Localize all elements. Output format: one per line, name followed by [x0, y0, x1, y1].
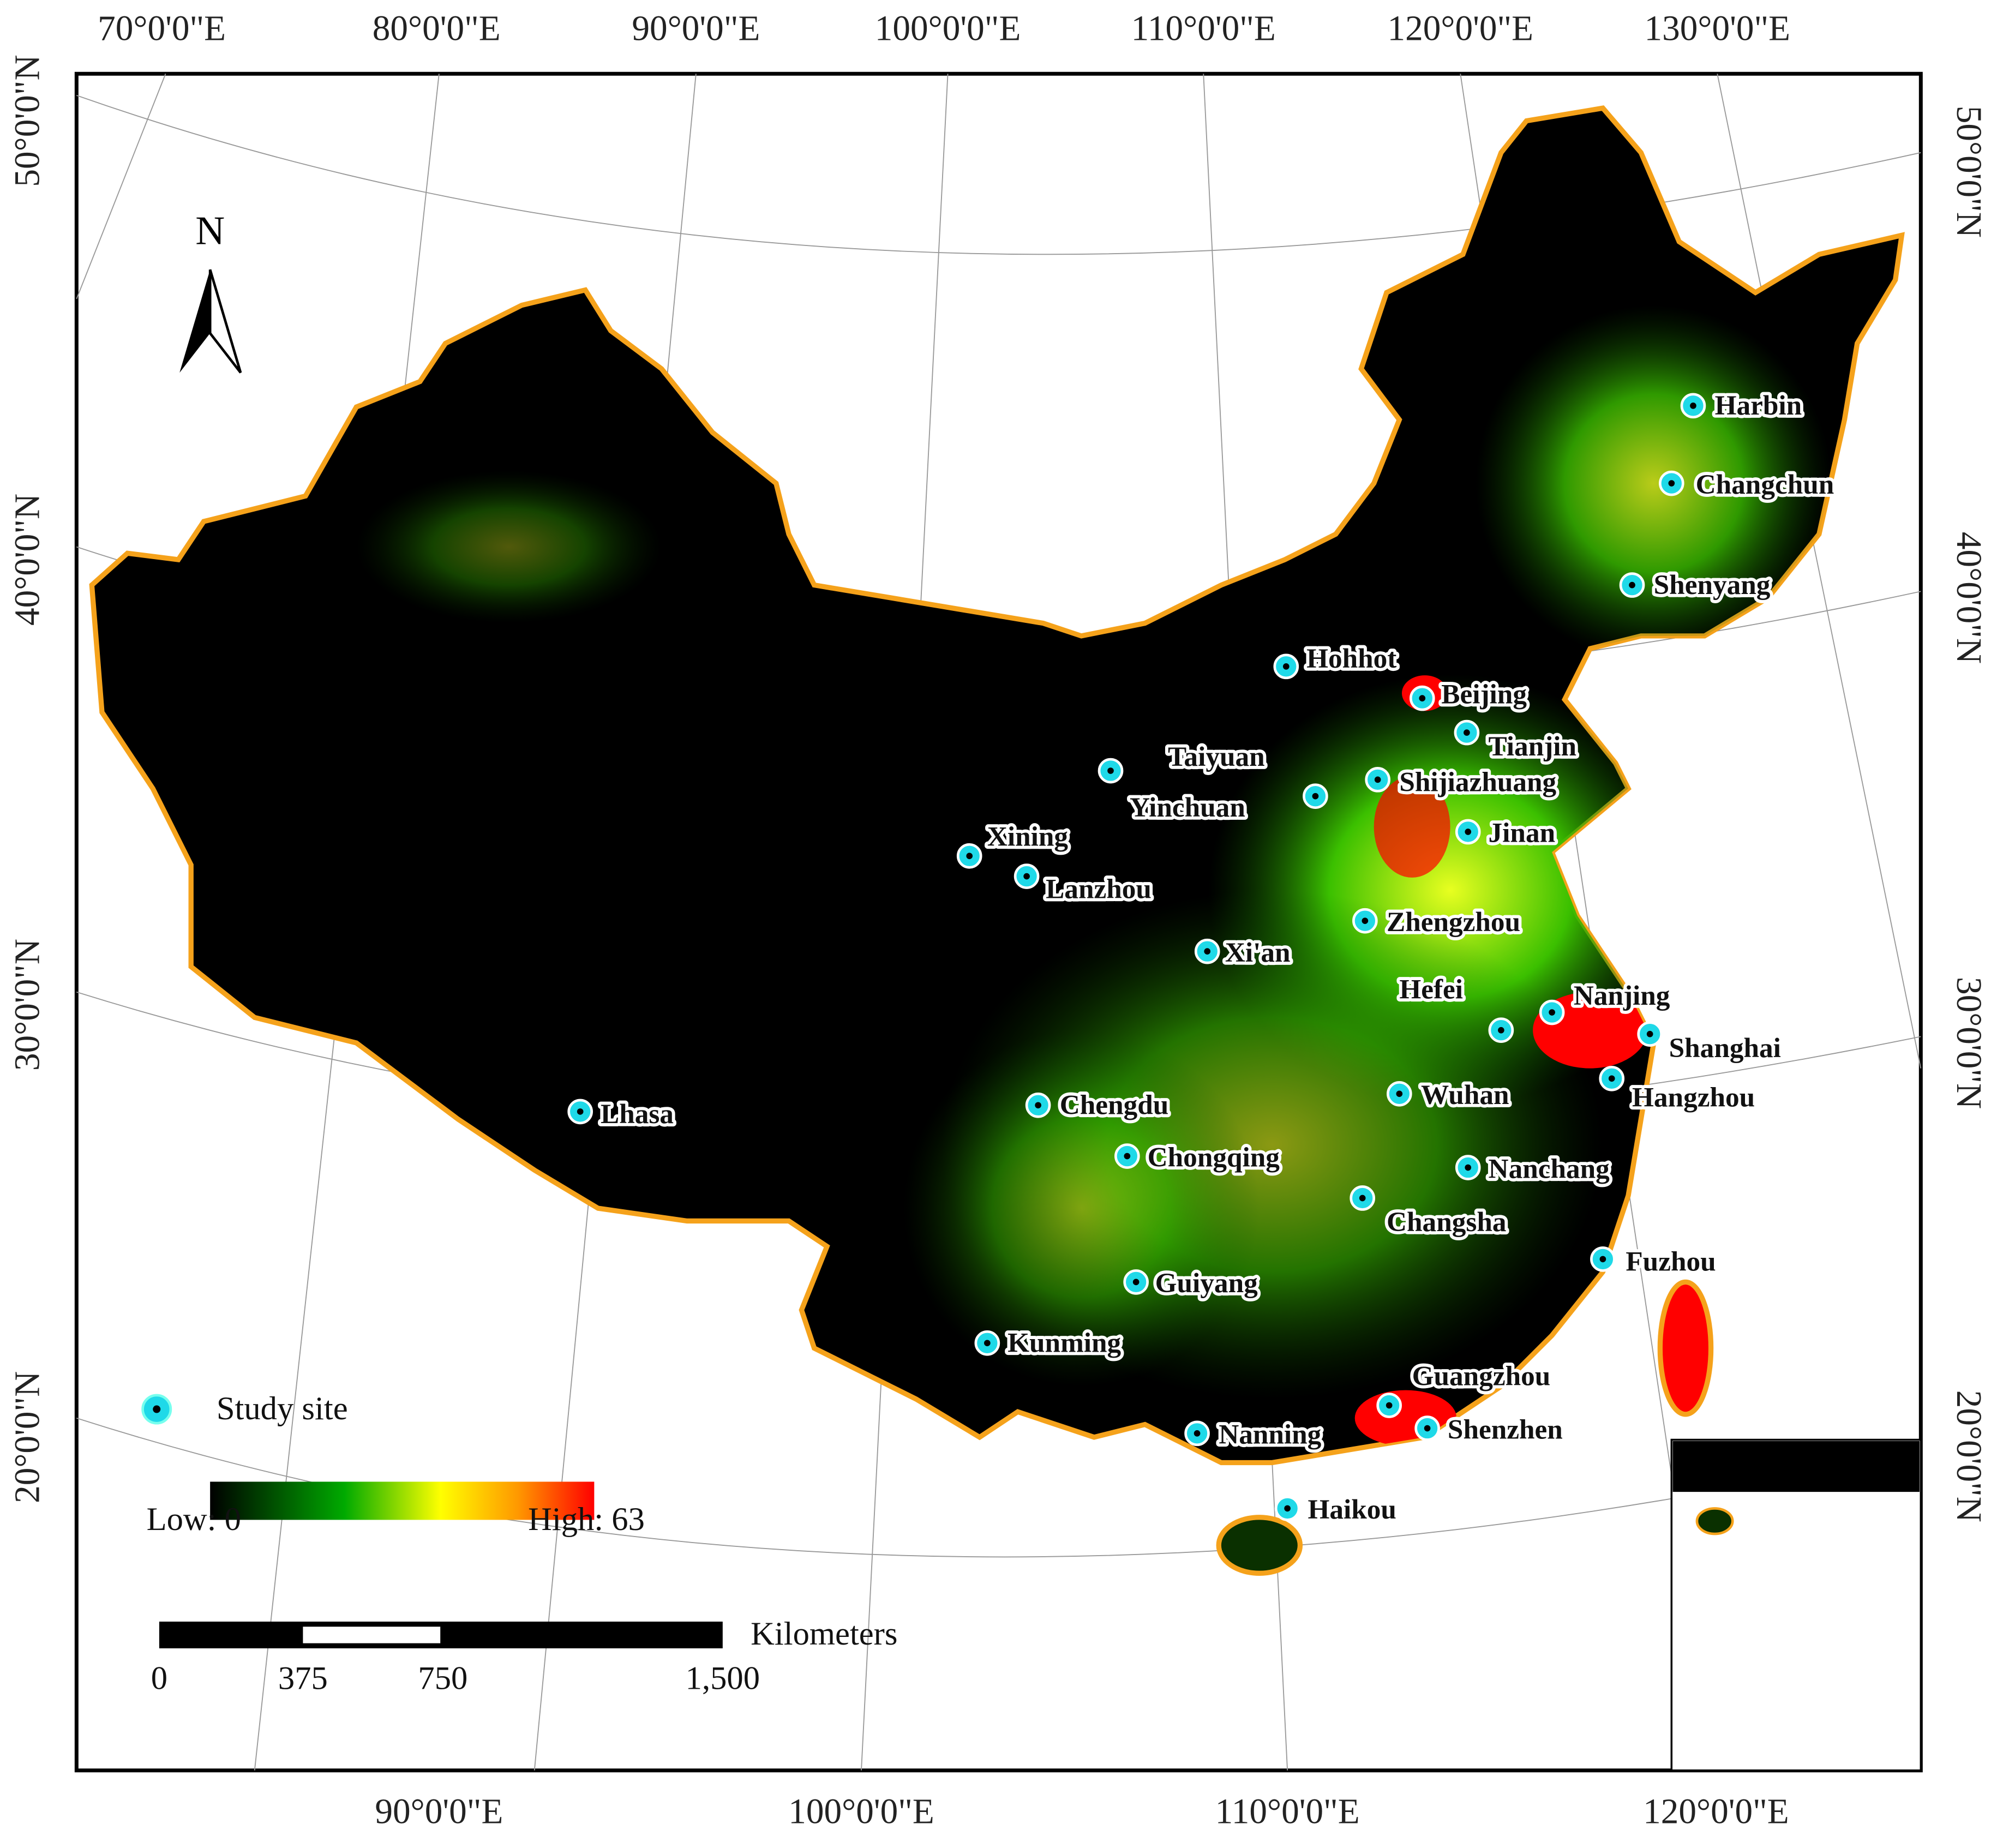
- city-label: Nanning: [1219, 1419, 1321, 1450]
- study-site-center: [1599, 1256, 1606, 1263]
- study-site-center: [1204, 948, 1211, 955]
- study-site-center: [1608, 1075, 1615, 1082]
- city-label: Yinchuan: [1130, 792, 1245, 823]
- legend-high: High: 63: [528, 1501, 645, 1538]
- legend-study-site: Study site: [217, 1390, 348, 1427]
- study-site-center: [1629, 581, 1635, 589]
- top-lon-label: 130°0'0"E: [1644, 9, 1790, 48]
- city-label: Zhengzhou: [1387, 907, 1520, 938]
- study-site-center: [1035, 1102, 1041, 1109]
- city-label: Nanchang: [1489, 1153, 1610, 1184]
- city-label: Chengdu: [1060, 1090, 1169, 1121]
- city-label: Guiyang: [1155, 1268, 1258, 1299]
- city-label: Shenyang: [1654, 569, 1771, 601]
- scale-tick-label: 0: [151, 1660, 167, 1696]
- scale-unit: Kilometers: [751, 1616, 897, 1652]
- city-label: Hangzhou: [1632, 1082, 1755, 1113]
- right-lat-label: 20°0'0"N: [1949, 1390, 1988, 1522]
- top-lon-label: 120°0'0"E: [1387, 9, 1533, 48]
- study-site-center: [1124, 1153, 1131, 1160]
- left-lat-label: 40°0'0"N: [8, 494, 47, 626]
- top-lon-label: 90°0'0"E: [632, 9, 760, 48]
- study-site-center: [1668, 480, 1675, 487]
- study-site-center: [1282, 663, 1290, 670]
- top-lon-label: 110°0'0"E: [1131, 9, 1276, 48]
- city-label: Shanghai: [1669, 1033, 1781, 1064]
- north-label: N: [195, 209, 225, 254]
- city-label: Nanjing: [1574, 980, 1670, 1011]
- study-site-center: [1362, 917, 1369, 924]
- city-label: Kunming: [1008, 1328, 1121, 1359]
- study-site-center: [1646, 1030, 1653, 1037]
- study-site-center: [1424, 1425, 1431, 1432]
- city-label: Xining: [987, 821, 1069, 853]
- hainan: [1216, 1515, 1303, 1576]
- city-label: Tianjin: [1489, 731, 1577, 762]
- city-label: Shijiazhuang: [1399, 766, 1556, 797]
- study-site-center: [1194, 1430, 1201, 1437]
- study-site-center: [1284, 1505, 1291, 1512]
- city-label: Changsha: [1387, 1207, 1506, 1238]
- study-site-center: [1374, 776, 1381, 783]
- legend-low: Low: 0: [147, 1501, 241, 1538]
- study-site-center: [1419, 695, 1426, 701]
- city-label: Harbin: [1715, 390, 1802, 421]
- top-lon-label: 100°0'0"E: [875, 9, 1021, 48]
- study-site-center: [1386, 1402, 1393, 1409]
- study-site-center: [1498, 1027, 1504, 1034]
- left-lat-label: 50°0'0"N: [8, 55, 47, 187]
- city-label: Chongqing: [1148, 1142, 1280, 1173]
- study-site-center: [1132, 1279, 1140, 1286]
- city-label: Wuhan: [1421, 1079, 1509, 1111]
- city-label: Hefei: [1399, 974, 1463, 1005]
- city-label: Beijing: [1441, 679, 1527, 710]
- city-label: Shenzhen: [1448, 1414, 1563, 1445]
- taiwan: [1657, 1279, 1714, 1417]
- study-site-center: [1549, 1009, 1555, 1016]
- bottom-lon-label: 120°0'0"E: [1643, 1792, 1789, 1831]
- study-site-center: [984, 1340, 991, 1347]
- left-lat-label: 20°0'0"N: [8, 1371, 47, 1503]
- right-lat-label: 30°0'0"N: [1949, 977, 1988, 1109]
- city-label: Haikou: [1308, 1494, 1396, 1525]
- study-site-center: [1690, 402, 1696, 409]
- study-site-center: [1107, 767, 1114, 774]
- city-label: Taiyuan: [1168, 741, 1265, 772]
- right-lat-label: 50°0'0"N: [1949, 106, 1988, 238]
- light-intensity: [356, 305, 1832, 1447]
- study-site-center: [1396, 1090, 1403, 1097]
- bottom-lon-label: 110°0'0"E: [1215, 1792, 1360, 1831]
- study-site-center: [1465, 829, 1472, 835]
- city-label: Lanzhou: [1046, 873, 1152, 904]
- study-site-center: [1023, 873, 1030, 880]
- study-site-center: [966, 853, 973, 860]
- city-label: Changchun: [1696, 469, 1834, 500]
- city-label: Hohhot: [1306, 643, 1396, 674]
- city-label: Fuzhou: [1626, 1246, 1716, 1277]
- scale-bar: Kilometers: [159, 1616, 897, 1652]
- north-arrow: N: [179, 209, 242, 374]
- study-site-center: [1464, 729, 1470, 736]
- city-label: Xi'an: [1225, 937, 1291, 968]
- scale-tick-label: 750: [418, 1660, 467, 1696]
- legend: Study site Low: 0 High: 63: [141, 1390, 645, 1538]
- color-ramp: [210, 1481, 595, 1520]
- top-lon-label: 80°0'0"E: [373, 9, 501, 48]
- study-site-center: [1359, 1195, 1366, 1202]
- city-label: Jinan: [1489, 818, 1556, 849]
- left-lat-label: 30°0'0"N: [8, 939, 47, 1071]
- city-label: Guangzhou: [1412, 1360, 1551, 1391]
- inset-map: [1670, 1438, 1922, 1772]
- city-label: Lhasa: [601, 1099, 674, 1130]
- study-site-center: [577, 1108, 584, 1115]
- scale-tick-label: 375: [278, 1660, 328, 1696]
- right-lat-label: 40°0'0"N: [1949, 532, 1988, 664]
- scale-tick-label: 1,500: [686, 1660, 760, 1696]
- bottom-lon-label: 90°0'0"E: [375, 1792, 503, 1831]
- top-lon-label: 70°0'0"E: [98, 9, 226, 48]
- study-site-center: [1312, 793, 1319, 800]
- bottom-lon-label: 100°0'0"E: [788, 1792, 934, 1831]
- study-site-center: [1465, 1164, 1472, 1171]
